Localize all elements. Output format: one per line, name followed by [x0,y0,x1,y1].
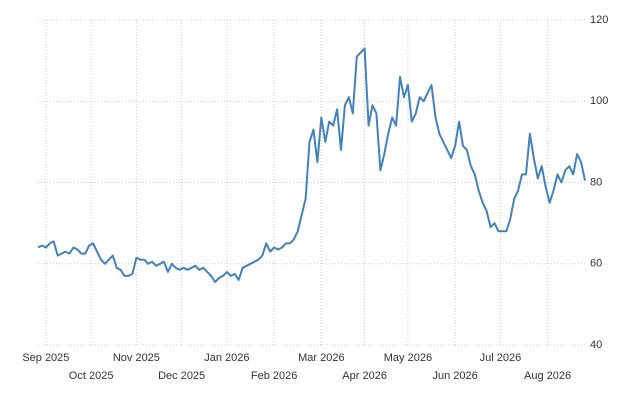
x-tick-label: Dec 2025 [158,370,205,382]
y-tick-label: 60 [590,258,602,270]
series-line [37,47,586,283]
x-tick-label: Sep 2025 [22,352,69,364]
x-tick-label: Nov 2025 [113,352,160,364]
x-tick-label: Jul 2026 [480,352,522,364]
x-tick-label: May 2026 [384,352,432,364]
y-tick-label: 80 [590,176,602,188]
x-tick-label: Aug 2026 [524,370,571,382]
x-tick-label: Apr 2026 [342,370,387,382]
x-tick-label: Oct 2025 [69,370,114,382]
y-tick-label: 40 [590,339,602,351]
x-tick-label: Mar 2026 [298,352,344,364]
y-tick-label: 120 [590,14,608,26]
x-tick-label: Jun 2026 [433,370,478,382]
y-tick-label: 100 [590,95,608,107]
x-tick-label: Jan 2026 [204,352,249,364]
x-tick-label: Feb 2026 [251,370,297,382]
